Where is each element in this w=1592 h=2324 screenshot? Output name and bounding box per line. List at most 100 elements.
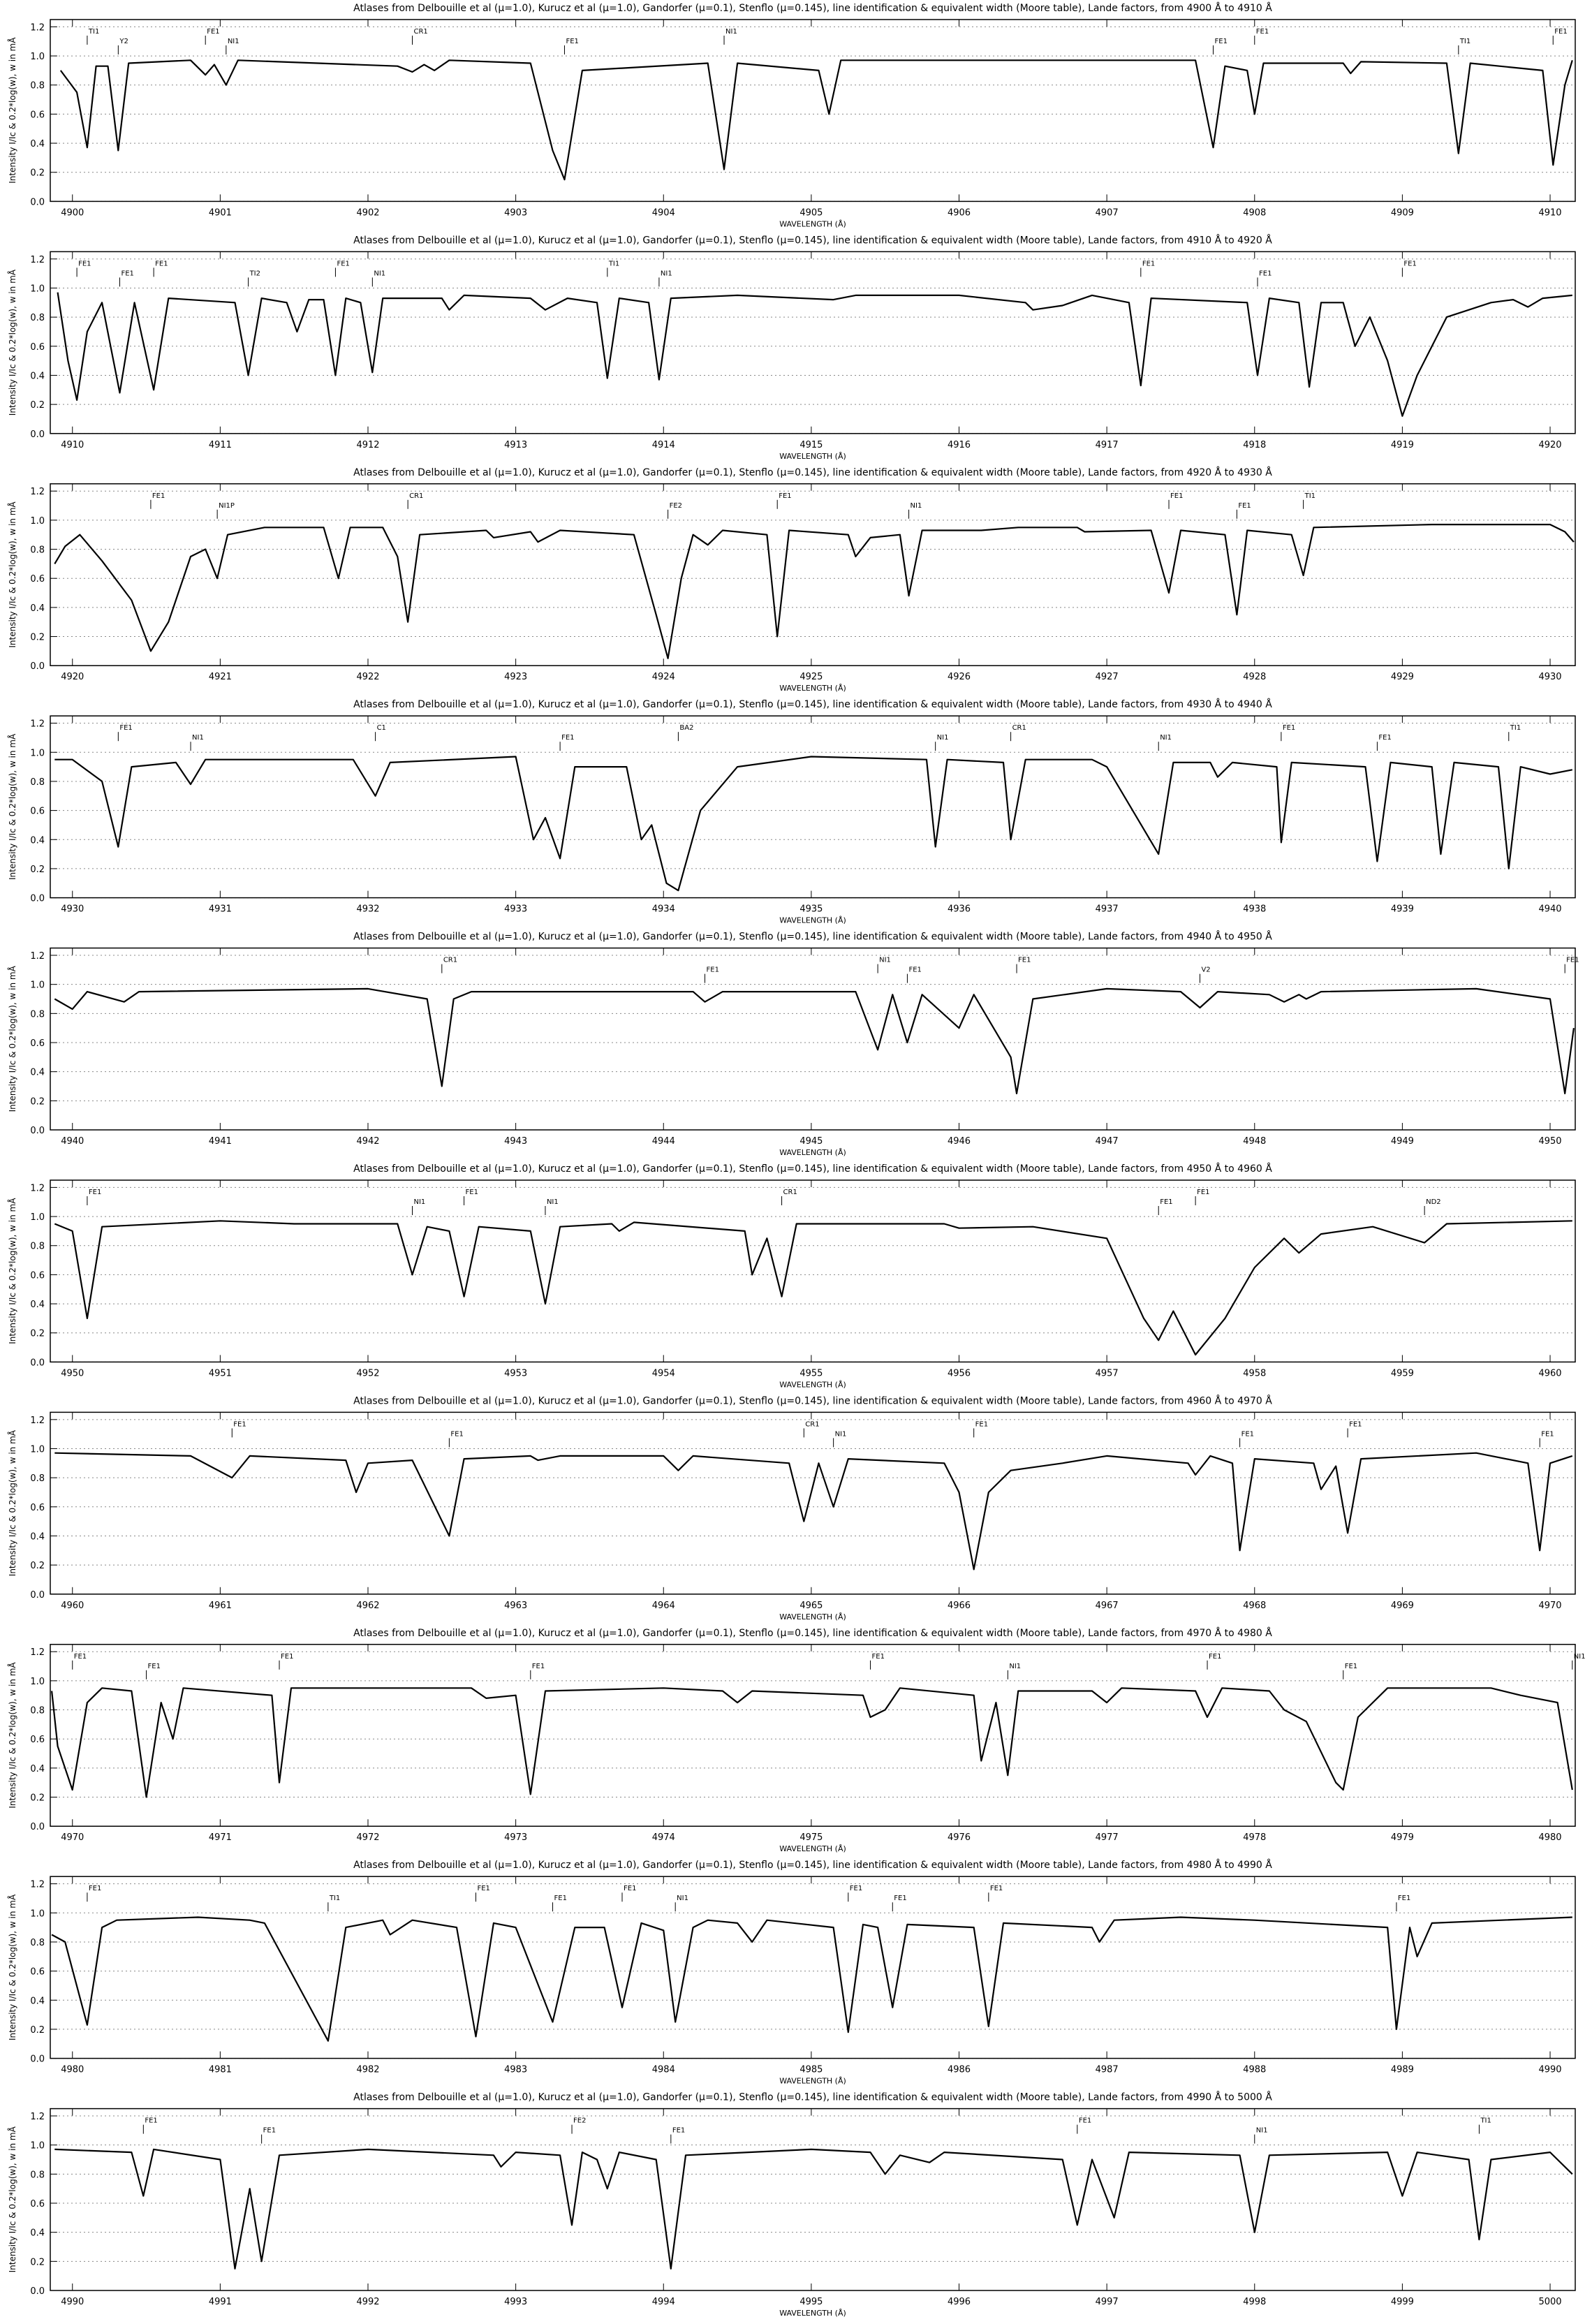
x-tick-label: 4936 (948, 904, 971, 915)
line-id-label: NI1 (413, 1198, 425, 1206)
x-tick-label: 4962 (356, 1601, 379, 1611)
x-tick-label: 4911 (209, 440, 232, 450)
x-axis-label: WAVELENGTH (Å) (779, 1148, 846, 1157)
x-tick-label: 4975 (799, 1832, 823, 1843)
x-axis-label: WAVELENGTH (Å) (779, 916, 846, 925)
x-tick-label: 4920 (61, 672, 84, 682)
line-id-label: CR1 (413, 28, 427, 36)
y-tick-label: 1.2 (30, 1415, 45, 1426)
x-tick-label: 4973 (504, 1832, 527, 1843)
line-id-label: TI1 (1304, 492, 1315, 500)
line-id-label: CR1 (783, 1189, 797, 1196)
line-id-label: FE1 (119, 724, 132, 732)
chart-title: Atlases from Delbouille et al (μ=1.0), K… (353, 698, 1272, 710)
y-tick-label: 0.4 (30, 1764, 45, 1774)
y-tick-label: 0.6 (30, 574, 45, 584)
x-tick-label: 5000 (1538, 2297, 1561, 2307)
x-tick-label: 4985 (799, 2065, 823, 2075)
line-id-label: FE1 (850, 1885, 862, 1892)
x-axis-label: WAVELENGTH (Å) (779, 452, 846, 461)
line-id-label: FE1 (566, 38, 578, 45)
panel: Atlases from Delbouille et al (μ=1.0), K… (7, 234, 1576, 461)
line-id-label: FE1 (466, 1189, 478, 1196)
y-tick-label: 0.0 (30, 1126, 45, 1136)
line-id-label: CR1 (409, 492, 423, 500)
line-id-label: FE1 (74, 1653, 87, 1661)
y-tick-label: 0.6 (30, 1270, 45, 1281)
x-tick-label: 4919 (1391, 440, 1414, 450)
line-id-label: FE1 (1215, 38, 1228, 45)
x-tick-label: 4968 (1243, 1601, 1266, 1611)
x-tick-label: 4972 (356, 1832, 379, 1843)
x-tick-label: 4933 (504, 904, 527, 915)
y-tick-label: 0.0 (30, 1822, 45, 1832)
line-id-label: FE1 (975, 1420, 988, 1428)
line-id-label: FE1 (1541, 1430, 1554, 1438)
line-id-label: FE1 (1403, 260, 1416, 267)
y-tick-label: 0.2 (30, 1329, 45, 1339)
x-tick-label: 4923 (504, 672, 527, 682)
spectrum-line (51, 1687, 1573, 1798)
spectrum-line (54, 1220, 1572, 1356)
line-id-label: FE1 (990, 1885, 1003, 1892)
y-tick-label: 0.8 (30, 1706, 45, 1716)
y-tick-label: 0.2 (30, 865, 45, 875)
y-tick-label: 0.4 (30, 1531, 45, 1542)
y-axis-label: Intensity I/Ic & 0.2*log(w), w in mÅ (7, 37, 17, 184)
x-tick-label: 4995 (799, 2297, 823, 2307)
line-id-label: BA2 (679, 724, 693, 732)
x-tick-label: 4993 (504, 2297, 527, 2307)
x-tick-label: 4913 (504, 440, 527, 450)
x-axis-label: WAVELENGTH (Å) (779, 1380, 846, 1389)
x-tick-label: 4921 (209, 672, 232, 682)
y-tick-label: 1.0 (30, 516, 45, 527)
x-tick-label: 4927 (1096, 672, 1119, 682)
line-id-label: FE1 (1079, 2117, 1091, 2125)
y-tick-label: 0.0 (30, 197, 45, 207)
chart-title: Atlases from Delbouille et al (μ=1.0), K… (353, 1395, 1272, 1406)
x-tick-label: 4953 (504, 1368, 527, 1378)
x-tick-label: 4931 (209, 904, 232, 915)
line-id-label: CR1 (1012, 724, 1026, 732)
x-tick-label: 4961 (209, 1601, 232, 1611)
line-id-label: FE1 (207, 28, 219, 36)
line-id-label: TI1 (1510, 724, 1521, 732)
chart-title: Atlases from Delbouille et al (μ=1.0), K… (353, 1627, 1272, 1639)
plot-frame (50, 1876, 1576, 2059)
x-tick-label: 4910 (61, 440, 84, 450)
y-axis-label: Intensity I/Ic & 0.2*log(w), w in mÅ (7, 1662, 17, 1809)
y-tick-label: 0.8 (30, 1009, 45, 1020)
y-tick-label: 0.0 (30, 1590, 45, 1601)
chart-title: Atlases from Delbouille et al (μ=1.0), K… (353, 1163, 1272, 1175)
line-id-label: FE1 (1283, 724, 1295, 732)
x-tick-label: 4971 (209, 1832, 232, 1843)
x-tick-label: 4998 (1243, 2297, 1266, 2307)
line-id-label: NI1 (192, 734, 204, 742)
x-tick-label: 4910 (1538, 207, 1561, 218)
y-tick-label: 0.8 (30, 1242, 45, 1252)
panel: Atlases from Delbouille et al (μ=1.0), K… (7, 698, 1576, 925)
x-tick-label: 4997 (1096, 2297, 1119, 2307)
y-tick-label: 1.2 (30, 487, 45, 497)
x-tick-label: 4909 (1391, 207, 1414, 218)
y-tick-label: 0.0 (30, 2286, 45, 2297)
x-tick-label: 4969 (1391, 1601, 1414, 1611)
x-tick-label: 4983 (504, 2065, 527, 2075)
x-tick-label: 4984 (652, 2065, 675, 2075)
x-tick-label: 4948 (1243, 1136, 1266, 1147)
chart-title: Atlases from Delbouille et al (μ=1.0), K… (353, 466, 1272, 478)
x-tick-label: 4994 (652, 2297, 675, 2307)
panel: Atlases from Delbouille et al (μ=1.0), K… (7, 1163, 1576, 1389)
x-tick-label: 4990 (61, 2297, 84, 2307)
spectrum-line (54, 987, 1575, 1094)
y-tick-label: 0.6 (30, 1503, 45, 1513)
line-id-label: NI1 (1160, 734, 1172, 742)
x-tick-label: 4955 (799, 1368, 823, 1378)
x-tick-label: 4951 (209, 1368, 232, 1378)
x-tick-label: 4914 (652, 440, 675, 450)
line-id-label: CR1 (443, 957, 457, 964)
x-axis-label: WAVELENGTH (Å) (779, 219, 846, 228)
y-tick-label: 0.2 (30, 2025, 45, 2036)
line-id-label: FE1 (779, 492, 791, 500)
